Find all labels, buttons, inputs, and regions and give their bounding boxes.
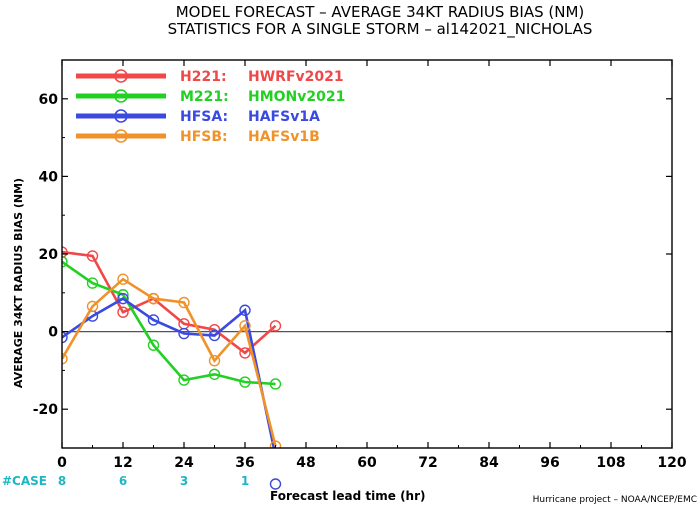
x-tick-label: 96 bbox=[540, 455, 559, 471]
x-tick-label: 108 bbox=[596, 455, 625, 471]
case-count: 1 bbox=[241, 474, 249, 488]
data-point-h221 bbox=[117, 306, 129, 318]
data-point-m221 bbox=[208, 368, 221, 380]
data-point-h221 bbox=[62, 246, 68, 258]
data-point-hfsb bbox=[269, 440, 282, 448]
data-point-hfsb bbox=[208, 355, 221, 367]
data-point-hfsb bbox=[86, 300, 99, 313]
data-point-m221 bbox=[62, 256, 68, 268]
x-tick-label: 48 bbox=[296, 455, 315, 471]
y-tick-label: 0 bbox=[48, 325, 58, 341]
data-point-h221 bbox=[269, 320, 282, 332]
series-line-m221 bbox=[62, 260, 276, 386]
chart-subtitle: STATISTICS FOR A SINGLE STORM – al142021… bbox=[168, 20, 593, 39]
y-tick-label: 20 bbox=[39, 247, 59, 263]
case-count: 3 bbox=[180, 474, 188, 488]
data-point-hfsa bbox=[271, 451, 281, 461]
data-point-m221 bbox=[178, 374, 190, 386]
legend-label-hfsb: HFSB: bbox=[180, 129, 228, 145]
x-tick-label: 36 bbox=[235, 455, 254, 471]
data-point-hfsa bbox=[239, 304, 251, 316]
data-point-m221 bbox=[147, 339, 160, 351]
data-point-hfsa bbox=[147, 314, 160, 326]
data-point-hfsb bbox=[239, 320, 251, 332]
data-point-hfsa bbox=[208, 329, 221, 342]
data-point-hfsa bbox=[117, 292, 129, 305]
legend-name-h221: HWRFv2021 bbox=[248, 69, 344, 85]
legend-label-h221: H221: bbox=[180, 69, 227, 85]
y-tick-label: -20 bbox=[33, 402, 59, 418]
legend-name-m221: HMONv2021 bbox=[248, 89, 345, 105]
series-line-hfsa bbox=[62, 297, 276, 448]
x-tick-label: 84 bbox=[479, 455, 499, 471]
case-label: #CASE bbox=[2, 474, 47, 488]
data-point-hfsa bbox=[62, 331, 68, 344]
chart-title: MODEL FORECAST – AVERAGE 34KT RADIUS BIA… bbox=[176, 3, 585, 21]
data-point-hfsb bbox=[178, 296, 190, 309]
data-point-m221 bbox=[269, 378, 282, 390]
legend-label-m221: M221: bbox=[180, 89, 229, 105]
legend-name-hfsb: HAFSv1B bbox=[248, 129, 320, 145]
series-line-hfsb bbox=[62, 277, 277, 447]
y-tick-label: 40 bbox=[39, 169, 59, 185]
x-tick-label: 12 bbox=[113, 455, 132, 471]
data-point-h221 bbox=[86, 250, 99, 262]
data-point-h221 bbox=[239, 347, 251, 359]
data-point-m221 bbox=[239, 376, 251, 388]
data-point-hfsa bbox=[178, 327, 190, 340]
x-tick-label: 0 bbox=[57, 455, 67, 471]
legend-marker-m221 bbox=[114, 89, 128, 103]
data-point-m221 bbox=[86, 277, 99, 289]
y-tick-label: 60 bbox=[39, 92, 59, 108]
x-tick-label: 72 bbox=[418, 455, 437, 471]
y-axis-label: AVERAGE 34KT RADIUS BIAS (NM) bbox=[12, 178, 25, 388]
legend-marker-h221 bbox=[114, 69, 128, 83]
credit-text: Hurricane project – NOAA/NCEP/EMC bbox=[533, 495, 697, 505]
x-axis-label: Forecast lead time (hr) bbox=[270, 489, 426, 503]
legend-name-hfsa: HAFSv1A bbox=[248, 109, 320, 125]
case-count: 6 bbox=[119, 474, 127, 488]
x-tick-label: 120 bbox=[657, 455, 686, 471]
off-scale-marker bbox=[269, 478, 282, 490]
data-point-hfsb bbox=[117, 273, 129, 285]
series-group bbox=[62, 246, 282, 461]
legend-marker-hfsa bbox=[114, 109, 128, 123]
legend-marker-hfsb bbox=[114, 129, 128, 143]
x-tick-label: 60 bbox=[357, 455, 377, 471]
data-point-hfsb bbox=[147, 292, 160, 305]
series-line-h221 bbox=[62, 250, 277, 355]
case-count: 8 bbox=[58, 474, 66, 488]
data-point-hfsb bbox=[62, 353, 68, 365]
x-tick-label: 24 bbox=[174, 455, 194, 471]
legend-label-hfsa: HFSA: bbox=[180, 109, 228, 125]
